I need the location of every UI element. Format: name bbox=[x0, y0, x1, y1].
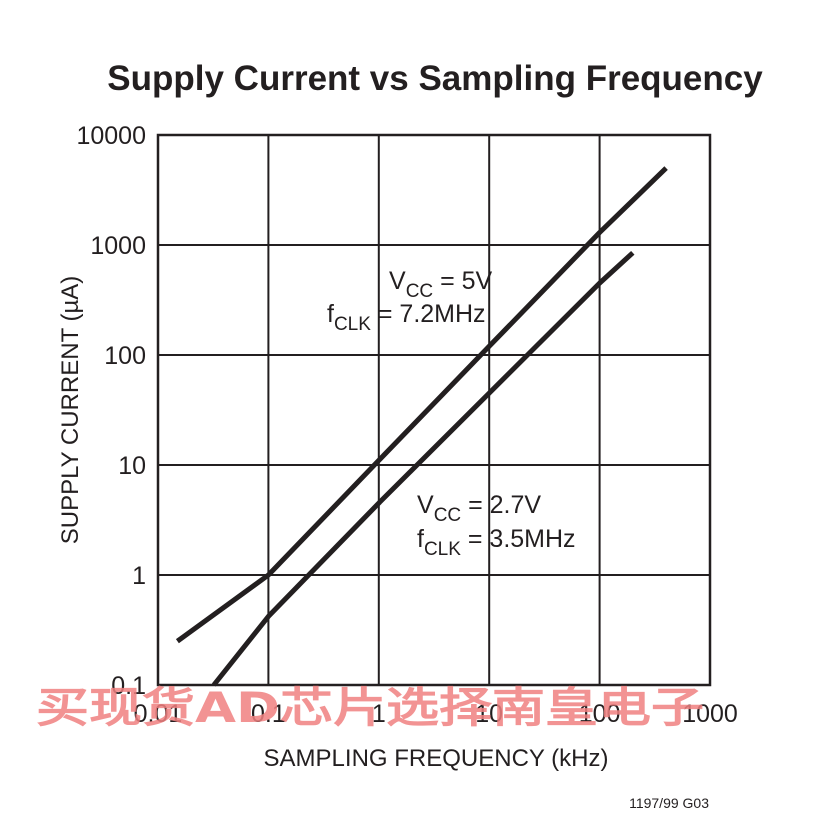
y-tick-label: 10 bbox=[118, 452, 146, 480]
x-tick-label: 1000 bbox=[682, 700, 738, 728]
annotation-2v7-fclk: fCLK = 3.5MHz bbox=[417, 525, 576, 560]
annotation-2v7-vcc: VCC = 2.7V bbox=[417, 491, 541, 526]
chart-title: Supply Current vs Sampling Frequency bbox=[107, 59, 763, 98]
y-tick-label: 1 bbox=[132, 562, 146, 590]
annotation-5v-fclk: fCLK = 7.2MHz bbox=[327, 300, 486, 335]
annotation-5v-vcc: VCC = 5V bbox=[389, 267, 493, 302]
y-tick-label: 0.1 bbox=[111, 672, 146, 700]
x-tick-label: 10 bbox=[475, 700, 503, 728]
x-tick-label: 100 bbox=[579, 700, 621, 728]
x-tick-labels: 0.01 0.1 1 10 100 1000 bbox=[134, 700, 738, 728]
x-axis-label: SAMPLING FREQUENCY (kHz) bbox=[264, 745, 609, 772]
x-tick-label: 0.01 bbox=[134, 700, 183, 728]
series-lines bbox=[175, 166, 668, 687]
x-tick-label: 0.1 bbox=[251, 700, 286, 728]
y-tick-label: 10000 bbox=[76, 122, 146, 150]
figure-code: 1197/99 G03 bbox=[629, 795, 709, 811]
series-line-2v7 bbox=[211, 250, 635, 687]
y-tick-labels: 10000 1000 100 10 1 0.1 bbox=[76, 122, 146, 700]
grid-lines bbox=[158, 135, 710, 685]
y-axis-label: SUPPLY CURRENT (µA) bbox=[57, 276, 84, 545]
watermark: 买现货AD芯片选择南皇电子 bbox=[36, 683, 704, 732]
x-tick-label: 1 bbox=[372, 700, 386, 728]
y-tick-label: 1000 bbox=[90, 232, 146, 260]
y-tick-label: 100 bbox=[104, 342, 146, 370]
series-line-5v bbox=[175, 166, 668, 644]
plot-frame bbox=[156, 133, 712, 687]
